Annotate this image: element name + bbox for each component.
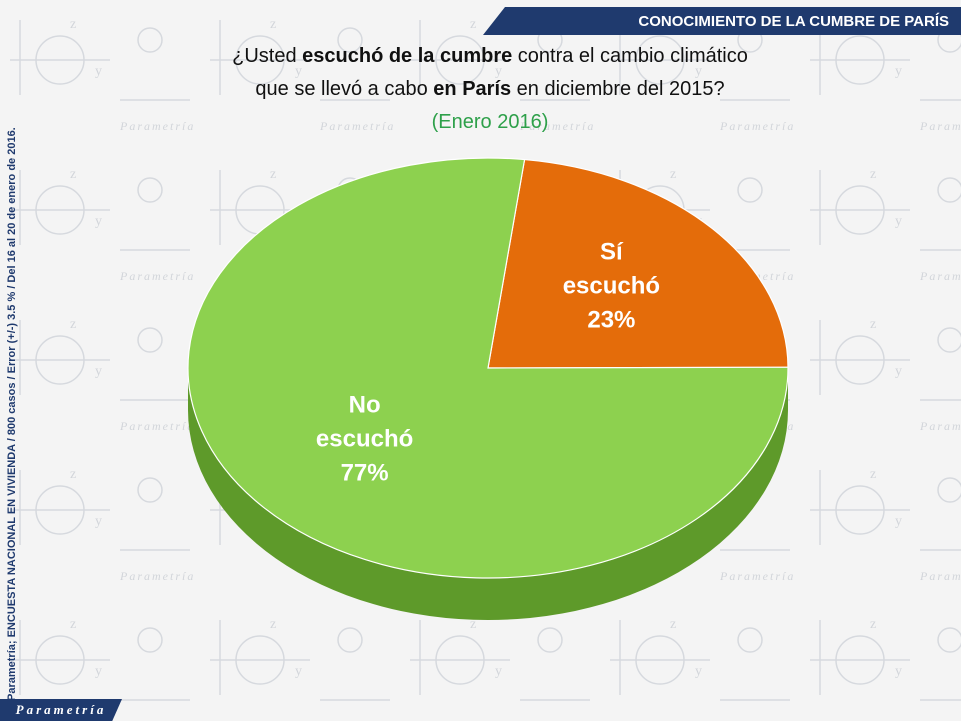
- page-title: CONOCIMIENTO DE LA CUMBRE DE PARÍS: [638, 12, 949, 30]
- question-line-2: que se llevó a cabo en París en diciembr…: [140, 73, 840, 106]
- logo-text: Parametría: [15, 702, 107, 717]
- pie-label-1: No escuchó 77%: [316, 392, 413, 487]
- pie-slice-0: [487, 158, 789, 369]
- pie-label-0: Sí escuchó 23%: [563, 238, 660, 333]
- pie-slice-1: [187, 157, 789, 579]
- question-emphasis: escuchó de la cumbre: [302, 45, 513, 67]
- question-text: en diciembre del 2015?: [511, 78, 725, 100]
- question-text: ¿Usted: [232, 45, 303, 67]
- pie-slice-side-1: [188, 368, 788, 620]
- page-title-bar: CONOCIMIENTO DE LA CUMBRE DE PARÍS: [483, 7, 961, 35]
- parametria-logo: Parametría: [0, 699, 122, 721]
- chart-question: ¿Usted escuchó de la cumbre contra el ca…: [140, 40, 840, 139]
- survey-date: (Enero 2016): [431, 111, 549, 133]
- question-emphasis: en París: [433, 78, 512, 100]
- question-text: que se llevó a cabo: [255, 78, 434, 100]
- question-text: contra el cambio climático: [512, 45, 748, 67]
- question-line-1: ¿Usted escuchó de la cumbre contra el ca…: [140, 40, 840, 73]
